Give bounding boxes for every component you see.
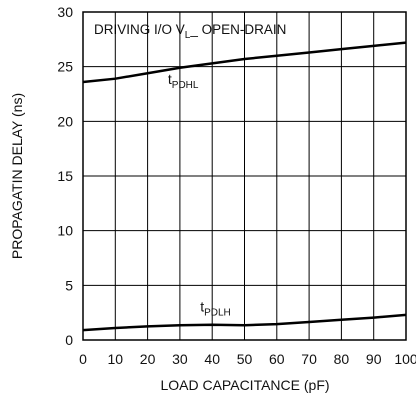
x-tick-label: 80 bbox=[334, 351, 350, 367]
title-end: _ OPEN-DRAIN bbox=[189, 22, 286, 37]
y-tick-label: 0 bbox=[65, 332, 73, 348]
x-axis-label: LOAD CAPACITANCE (pF) bbox=[160, 377, 329, 393]
chart-title: DRIVING I/O VL_ OPEN-DRAIN bbox=[94, 22, 286, 41]
y-tick-label: 30 bbox=[57, 4, 73, 20]
x-tick-label: 100 bbox=[394, 351, 416, 367]
series-label-sub: PDHL bbox=[172, 80, 199, 91]
title-main: DRIVING I/O V bbox=[94, 22, 185, 37]
series-label-main: t bbox=[200, 299, 204, 315]
y-axis-label: PROPAGATIN DELAY (ns) bbox=[9, 93, 25, 259]
x-tick-label: 50 bbox=[237, 351, 253, 367]
x-tick-label: 30 bbox=[172, 351, 188, 367]
x-tick-label: 70 bbox=[301, 351, 317, 367]
x-tick-label: 60 bbox=[269, 351, 285, 367]
series-label-sub: PDLH bbox=[204, 308, 231, 319]
x-tick-label: 0 bbox=[79, 351, 87, 367]
title-sub: L bbox=[185, 30, 191, 41]
series-label: tPDLH bbox=[200, 299, 231, 319]
plot-frame bbox=[82, 11, 407, 341]
x-tick-label: 20 bbox=[140, 351, 156, 367]
series-line bbox=[82, 41, 407, 84]
y-tick-label: 25 bbox=[57, 59, 73, 75]
y-tick-label: 20 bbox=[57, 113, 73, 129]
y-tick-label: 10 bbox=[57, 223, 73, 239]
y-tick-label: 15 bbox=[57, 168, 73, 184]
x-tick-label: 40 bbox=[204, 351, 220, 367]
y-tick-label: 5 bbox=[65, 277, 73, 293]
series-line bbox=[82, 313, 407, 332]
series-label-main: t bbox=[168, 71, 172, 87]
series-label: tPDHL bbox=[168, 71, 199, 91]
x-tick-label: 10 bbox=[108, 351, 124, 367]
x-tick-label: 90 bbox=[366, 351, 382, 367]
